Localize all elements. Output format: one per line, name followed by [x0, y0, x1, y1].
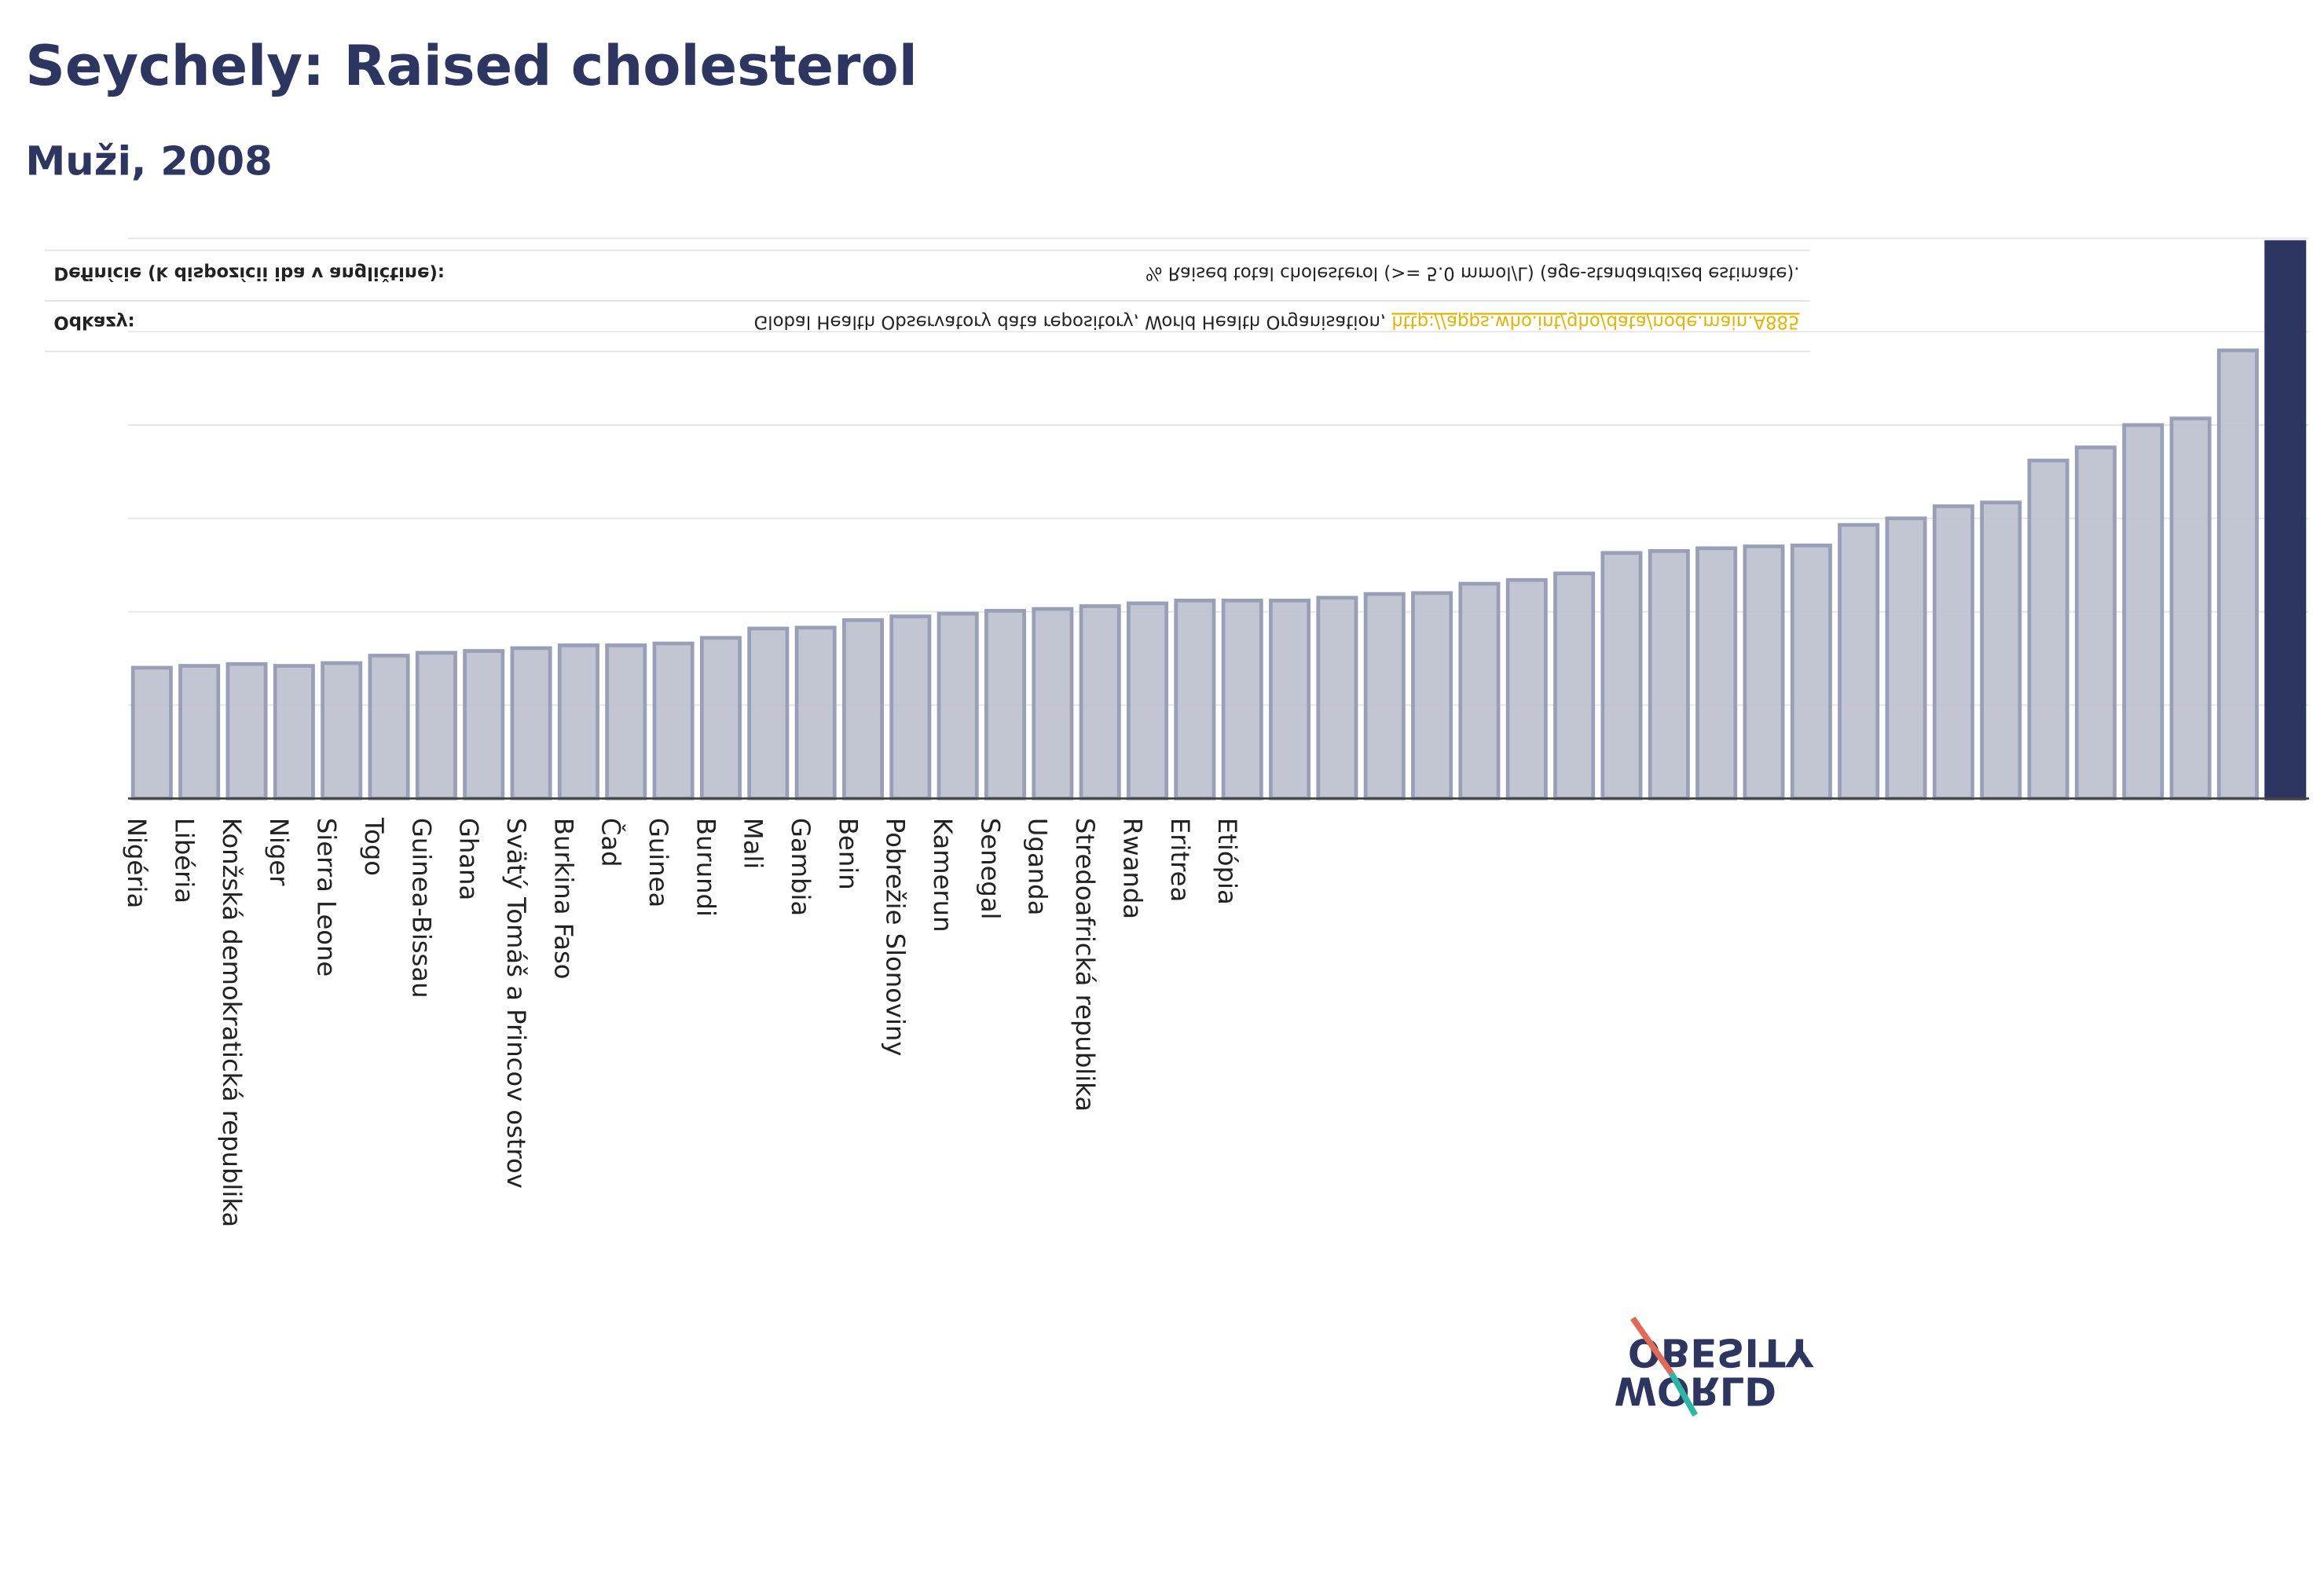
x-tick-label: Togo: [359, 817, 389, 876]
bar: [841, 618, 884, 801]
bar: [984, 609, 1027, 801]
logo-stroke: [1669, 1372, 1699, 1417]
x-tick-label: Konžská demokratická republika: [217, 818, 247, 1227]
bar: [2074, 445, 2117, 801]
logo-bottom: WORLD: [1615, 1369, 1777, 1414]
bar: [368, 654, 410, 801]
references-text: Global Health Observatory data repositor…: [754, 312, 1800, 332]
bar: [2169, 416, 2212, 801]
bar: [1648, 549, 1690, 801]
x-tick-label: Gambia: [786, 818, 816, 916]
x-tick-label: Stredoafrická republika: [1070, 818, 1100, 1112]
bar: [415, 651, 457, 801]
references-link[interactable]: http://apps.who.int/gho/data/node.main.A…: [1391, 312, 1799, 332]
x-tick-label: Guinea-Bissau: [406, 818, 436, 999]
bar: [557, 643, 599, 801]
bar: [273, 664, 315, 801]
bar: [1505, 577, 1548, 801]
bar: [1079, 604, 1121, 801]
bar: [1269, 599, 1311, 801]
x-tick-label: Eritrea: [1165, 818, 1195, 902]
bar: [605, 643, 647, 801]
bar: [1174, 599, 1216, 801]
bar: [699, 636, 742, 801]
x-tick-label: Sierra Leone: [312, 818, 342, 977]
bar: [1838, 522, 1880, 801]
bar: [794, 625, 837, 801]
x-tick-label: Mali: [739, 818, 768, 869]
bar: [2122, 423, 2165, 801]
bar: [1600, 551, 1643, 801]
bar: [510, 646, 552, 801]
bar: [1363, 592, 1406, 801]
bar: [1885, 516, 1927, 801]
bar: [178, 664, 221, 801]
bar: [1221, 599, 1263, 801]
x-tick-label: Senegal: [975, 818, 1005, 920]
x-tick-label: Nigéria: [122, 818, 152, 908]
x-tick-label: Kamerun: [928, 818, 958, 933]
bar: [652, 641, 695, 801]
chart-title: Seychely: Raised cholesterol: [25, 34, 917, 98]
bar: [2216, 348, 2259, 801]
bar: [321, 661, 363, 801]
bar: [1932, 504, 1974, 801]
x-tick-label: Libéria: [170, 818, 200, 903]
x-tick-label: Niger: [264, 818, 294, 886]
x-tick-label: Guinea: [643, 818, 673, 907]
bar: [1695, 546, 1738, 801]
bar: [1553, 571, 1596, 801]
bar: [1316, 596, 1358, 801]
definitions-label: Definície (k dispozícii iba v angličtine…: [53, 262, 445, 283]
definitions-text: % Raised total cholesterol (>= 5.0 mmol/…: [1146, 262, 1800, 283]
definitions-box: Definície (k dispozícii iba v angličtine…: [44, 249, 1810, 353]
bar: [937, 611, 979, 801]
x-tick-label: Rwanda: [1117, 818, 1147, 919]
x-tick-label: Burkina Faso: [548, 818, 578, 980]
bar: [1790, 543, 1832, 801]
bar: [1127, 601, 1169, 801]
references-label: Odkazy:: [53, 312, 134, 332]
bar: [1032, 607, 1074, 801]
bar: [463, 649, 505, 801]
bar: [1458, 581, 1501, 801]
x-tick-label: Benin: [833, 818, 863, 890]
x-tick-label: Čad: [596, 818, 627, 867]
x-tick-label: Burundi: [691, 818, 720, 917]
chart-subtitle: Muži, 2008: [25, 138, 272, 185]
x-tick-label: Uganda: [1023, 818, 1053, 915]
x-tick-label: Svätý Tomáš a Princov ostrov: [501, 818, 531, 1189]
bar: [225, 662, 268, 801]
logo: OBESITY WORLD: [1615, 1316, 1814, 1417]
bar: [2264, 240, 2307, 801]
x-tick-label: Ghana: [454, 818, 484, 900]
bar: [1743, 544, 1785, 801]
bar: [130, 665, 173, 801]
bar: [2027, 458, 2069, 801]
logo-stroke: [1630, 1316, 1674, 1376]
bar: [747, 626, 790, 801]
bar: [1980, 500, 2022, 801]
x-tick-label: Pobrežie Slonoviny: [881, 818, 911, 1056]
references-source: Global Health Observatory data repositor…: [754, 312, 1392, 332]
bar: [1411, 591, 1453, 801]
x-tick-label: Etiópia: [1212, 818, 1242, 905]
bar: [889, 614, 932, 801]
